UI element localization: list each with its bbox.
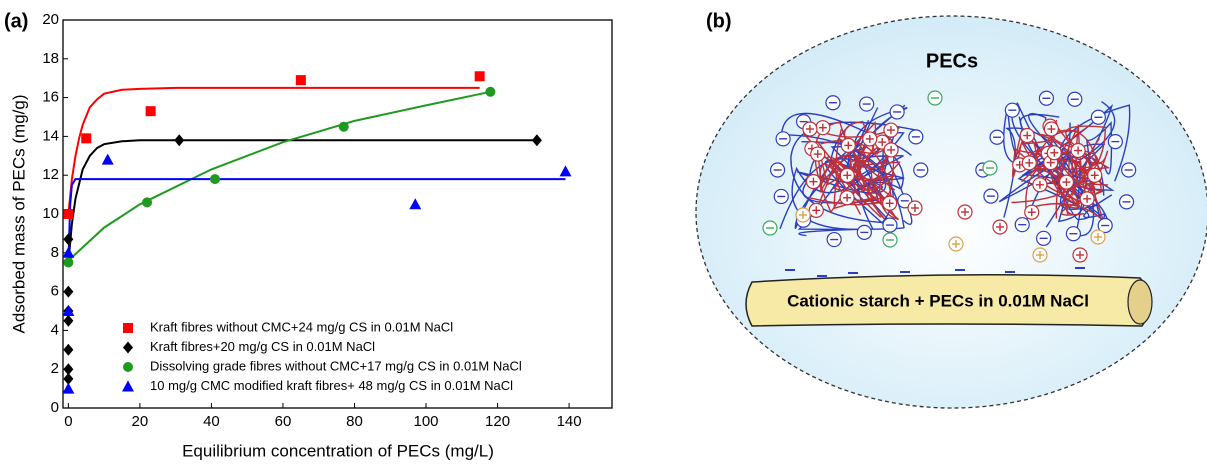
x-tick-label: 120 bbox=[485, 413, 510, 430]
marker bbox=[475, 71, 485, 81]
y-tick-label: 16 bbox=[42, 89, 59, 106]
marker bbox=[123, 362, 133, 372]
y-tick-label: 14 bbox=[42, 127, 59, 144]
marker bbox=[296, 75, 306, 85]
legend-label: Kraft fibres+20 mg/g CS in 0.01M NaCl bbox=[150, 339, 375, 354]
y-tick-label: 18 bbox=[42, 50, 59, 67]
marker bbox=[146, 106, 156, 116]
x-tick-label: 140 bbox=[557, 413, 582, 430]
marker bbox=[142, 197, 152, 207]
marker bbox=[102, 154, 114, 165]
x-tick-label: 0 bbox=[64, 413, 72, 430]
diagram-b: (b) PECs Cationic starch + PECs in 0.01M… bbox=[696, 10, 1207, 408]
marker bbox=[63, 286, 73, 298]
x-tick-label: 60 bbox=[275, 413, 292, 430]
marker bbox=[63, 258, 73, 268]
y-tick-label: 8 bbox=[51, 244, 59, 261]
y-tick-label: 10 bbox=[42, 205, 59, 222]
marker bbox=[485, 87, 495, 97]
marker bbox=[123, 323, 133, 333]
marker bbox=[532, 134, 542, 146]
marker bbox=[62, 383, 74, 394]
marker bbox=[122, 381, 134, 392]
panel-label: (a) bbox=[4, 10, 28, 32]
marker bbox=[62, 247, 74, 258]
y-tick-label: 12 bbox=[42, 166, 59, 183]
marker bbox=[63, 344, 73, 356]
x-tick-label: 40 bbox=[203, 413, 220, 430]
fit-line bbox=[68, 179, 565, 262]
legend-label: 10 mg/g CMC modified kraft fibres+ 48 mg… bbox=[150, 378, 513, 393]
panel-label: (b) bbox=[706, 10, 732, 32]
fit-line bbox=[68, 140, 537, 262]
marker bbox=[63, 315, 73, 327]
x-axis-label: Equilibrium concentration of PECs (mg/L) bbox=[182, 441, 494, 460]
fit-line bbox=[68, 92, 490, 261]
marker bbox=[81, 133, 91, 143]
y-tick-label: 20 bbox=[42, 11, 59, 28]
y-tick-label: 0 bbox=[51, 399, 59, 416]
y-tick-label: 4 bbox=[51, 321, 59, 338]
fibre-end bbox=[1128, 280, 1152, 324]
marker bbox=[210, 174, 220, 184]
marker bbox=[63, 209, 73, 219]
legend-label: Dissolving grade fibres without CMC+17 m… bbox=[150, 358, 522, 373]
diagram-title: PECs bbox=[926, 50, 978, 72]
marker bbox=[339, 122, 349, 132]
y-tick-label: 2 bbox=[51, 360, 59, 377]
y-axis-label: Adsorbed mass of PECs (mg/g) bbox=[9, 94, 28, 333]
x-tick-label: 20 bbox=[132, 413, 149, 430]
figure: (a) Adsorbed mass of PECs (mg/g) Equilib… bbox=[0, 0, 1207, 466]
banner-text: Cationic starch + PECs in 0.01M NaCl bbox=[787, 291, 1089, 310]
marker bbox=[174, 134, 184, 146]
x-tick-label: 100 bbox=[414, 413, 439, 430]
marker bbox=[123, 342, 133, 354]
chart-a: (a) Adsorbed mass of PECs (mg/g) Equilib… bbox=[4, 10, 612, 460]
marker bbox=[560, 165, 572, 176]
marker bbox=[409, 198, 421, 209]
x-tick-label: 80 bbox=[346, 413, 363, 430]
y-tick-label: 6 bbox=[51, 283, 59, 300]
legend-label: Kraft fibres without CMC+24 mg/g CS in 0… bbox=[150, 319, 453, 334]
solution-ellipse bbox=[696, 16, 1207, 408]
